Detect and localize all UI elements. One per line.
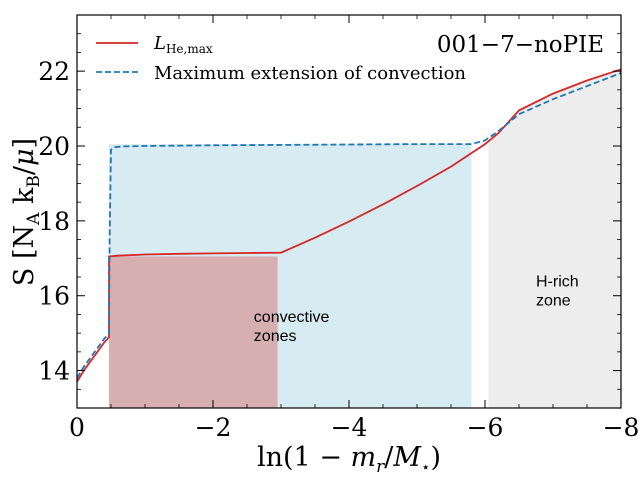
- annotation-h-rich-zone: H-rich: [536, 273, 579, 290]
- x-tick-label: −2: [195, 413, 232, 442]
- chart-title: 001−7−noPIE: [437, 32, 604, 58]
- x-tick-label: 0: [69, 413, 85, 442]
- region-h-rich: [488, 69, 621, 409]
- axis-ticks: [76, 15, 622, 408]
- x-axis-label: ln(1 − mr/M⋆): [257, 442, 441, 477]
- x-tick-label: −4: [331, 413, 368, 442]
- annotation-convective-zones: zones: [254, 328, 297, 345]
- tick-labels: 0 −2 −4 −6 −8 14 16 18 20 22: [38, 57, 639, 442]
- legend-label-lhe-max: LHe,max: [153, 33, 213, 56]
- region-convective-he: [108, 256, 278, 408]
- y-tick-label: 20: [38, 132, 70, 161]
- annotations: convective zones H-rich zone: [254, 273, 579, 345]
- shaded-regions: [108, 69, 621, 409]
- annotation-convective-zones: convective: [254, 309, 330, 326]
- y-tick-label: 22: [38, 57, 70, 86]
- y-tick-label: 18: [38, 207, 70, 236]
- legend-label-max-convection: Maximum extension of convection: [154, 63, 466, 84]
- legend: LHe,max Maximum extension of convection: [96, 33, 466, 84]
- annotation-h-rich-zone: zone: [536, 292, 571, 309]
- x-tick-label: −8: [603, 413, 640, 442]
- series-line-max-convection: [76, 72, 622, 379]
- x-tick-label: −6: [467, 413, 504, 442]
- y-axis-label: S [NA kB/μ]: [9, 138, 44, 286]
- y-tick-label: 16: [38, 282, 70, 311]
- y-tick-label: 14: [38, 357, 70, 386]
- series-lines: [76, 68, 622, 383]
- series-line-lhe-max: [76, 68, 622, 383]
